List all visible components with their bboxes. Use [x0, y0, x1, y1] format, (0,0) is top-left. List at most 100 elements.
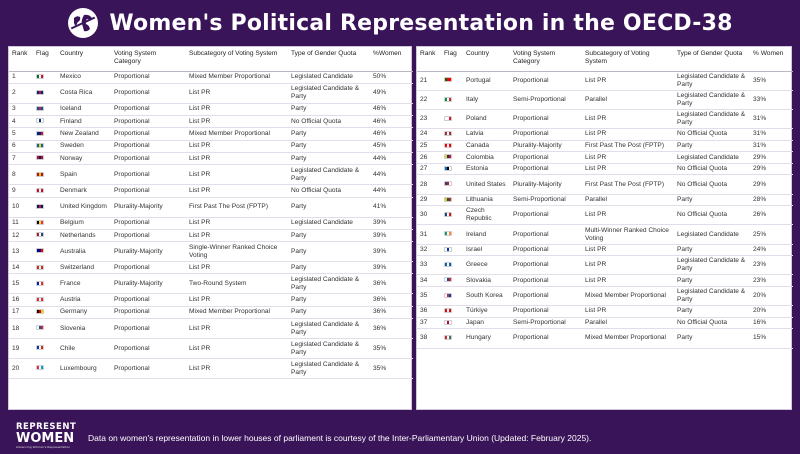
flag-cell [441, 305, 463, 318]
percent-women-cell: 31% [750, 109, 793, 130]
voting-system-cell: Proportional [111, 306, 186, 320]
voting-system-cell: Semi-Proportional [510, 194, 582, 207]
flag-cell [441, 194, 463, 207]
rank-cell: 15 [9, 273, 33, 295]
rank-cell: 3 [9, 103, 33, 117]
country-cell: Germany [57, 306, 111, 320]
voting-system-cell: Proportional [111, 358, 186, 380]
header-flag: Flag [441, 47, 463, 72]
country-cell: Japan [463, 317, 510, 330]
table-row: 7 Norway Proportional List PR Party 44% [9, 152, 413, 166]
globe-icon [68, 8, 99, 38]
rank-cell: 16 [9, 293, 33, 307]
percent-women-cell: 50% [370, 71, 413, 84]
flag-cell [441, 255, 463, 276]
table-row: 14 Switzerland Proportional List PR Party 39% [9, 261, 413, 275]
flag-cell [441, 224, 463, 245]
table-row: 28 United States Plurality-Majority First P… [417, 174, 793, 195]
rank-cell: 10 [9, 197, 33, 218]
quota-cell: No Official Quota [288, 115, 370, 129]
country-cell: New Zealand [57, 127, 111, 141]
voting-system-cell: Proportional [111, 293, 186, 307]
percent-women-cell: 36% [370, 293, 413, 307]
subcategory-cell: List PR [582, 128, 674, 141]
table-row: 37 Japan Semi-Proportional Parallel No Offic… [417, 317, 793, 330]
flag-icon [444, 77, 452, 83]
brand-bottom: WOMEN [16, 431, 75, 446]
percent-women-cell: 23% [750, 255, 793, 276]
flag-cell [33, 273, 57, 295]
flag-icon [36, 264, 44, 270]
flag-icon [444, 196, 452, 202]
voting-system-cell: Plurality-Majority [111, 197, 186, 218]
table-row: 25 Canada Plurality-Majority First Past The… [417, 140, 793, 153]
flag-cell [33, 358, 57, 380]
subcategory-cell: List PR [582, 151, 674, 164]
percent-women-cell: 15% [750, 328, 793, 349]
quota-cell: Legislated Candidate & Party [674, 255, 750, 276]
subcategory-cell: Mixed Member Proportional [186, 71, 288, 84]
table-row: 24 Latvia Proportional List PR No Official Q… [417, 128, 793, 141]
voting-system-cell: Proportional [510, 71, 582, 91]
flag-icon [444, 154, 452, 160]
flag-icon [444, 96, 452, 102]
flag-icon [36, 309, 44, 315]
quota-cell: Legislated Candidate & Party [288, 318, 370, 340]
table-row: 19 Chile Proportional List PR Legislated Can… [9, 338, 413, 360]
rank-cell: 12 [9, 229, 33, 243]
percent-women-cell: 36% [370, 273, 413, 295]
percent-women-cell: 46% [370, 127, 413, 141]
rank-cell: 22 [417, 90, 441, 110]
country-cell: Türkiye [463, 305, 510, 318]
brand-sub: Advancing Women's Representation [16, 445, 71, 449]
flag-cell [33, 241, 57, 263]
header-country: Country [57, 47, 111, 72]
percent-women-cell: 46% [370, 103, 413, 117]
rank-cell: 35 [417, 286, 441, 307]
table-row: 21 Portugal Proportional List PR Legislated … [417, 71, 793, 91]
percent-women-cell: 29% [750, 151, 793, 164]
rank-cell: 4 [9, 115, 33, 129]
country-cell: Belgium [57, 217, 111, 230]
country-cell: Hungary [463, 328, 510, 349]
flag-icon [36, 73, 44, 79]
subcategory-cell: List PR [582, 163, 674, 176]
flag-icon [36, 248, 44, 254]
represent-women-logo: REPRESENT WOMEN Advancing Women's Repres… [16, 422, 76, 449]
subcategory-cell: List PR [186, 140, 288, 153]
percent-women-cell: 44% [370, 164, 413, 186]
flag-cell [33, 152, 57, 166]
quota-cell: Party [288, 140, 370, 153]
quota-cell: Party [288, 127, 370, 141]
table-row: 23 Poland Proportional List PR Legislated Ca… [417, 109, 793, 130]
table-left-panel: Rank Flag Country Voting System Category… [8, 46, 413, 410]
flag-cell [441, 163, 463, 176]
table-row: 16 Austria Proportional List PR Party 36% [9, 293, 413, 307]
table-row: 30 Czech Republic Proportional List PR No Of… [417, 205, 793, 226]
header: Women's Political Representation in the … [0, 0, 800, 46]
rank-cell: 25 [417, 140, 441, 153]
quota-cell: Party [288, 103, 370, 117]
percent-women-cell: 46% [370, 115, 413, 129]
voting-system-cell: Proportional [510, 328, 582, 349]
flag-icon [36, 171, 44, 177]
subcategory-cell: List PR [186, 293, 288, 307]
quota-cell: Party [288, 197, 370, 218]
percent-women-cell: 20% [750, 286, 793, 307]
voting-system-cell: Proportional [111, 318, 186, 340]
country-cell: Spain [57, 164, 111, 186]
flag-cell [33, 184, 57, 198]
quota-cell: Party [674, 244, 750, 257]
subcategory-cell: Parallel [582, 317, 674, 330]
flag-cell [33, 338, 57, 360]
flag-icon [36, 118, 44, 124]
header-rank: Rank [9, 47, 33, 72]
table-row: 29 Lithuania Semi-Proportional Parallel Part… [417, 194, 793, 207]
quota-cell: Party [288, 306, 370, 320]
percent-women-cell: 39% [370, 217, 413, 230]
country-cell: Norway [57, 152, 111, 166]
rank-cell: 8 [9, 164, 33, 186]
flag-icon [36, 325, 44, 331]
rank-cell: 7 [9, 152, 33, 166]
rank-cell: 31 [417, 224, 441, 245]
